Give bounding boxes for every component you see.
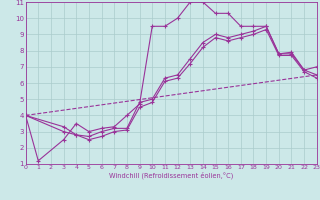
X-axis label: Windchill (Refroidissement éolien,°C): Windchill (Refroidissement éolien,°C) xyxy=(109,172,233,179)
